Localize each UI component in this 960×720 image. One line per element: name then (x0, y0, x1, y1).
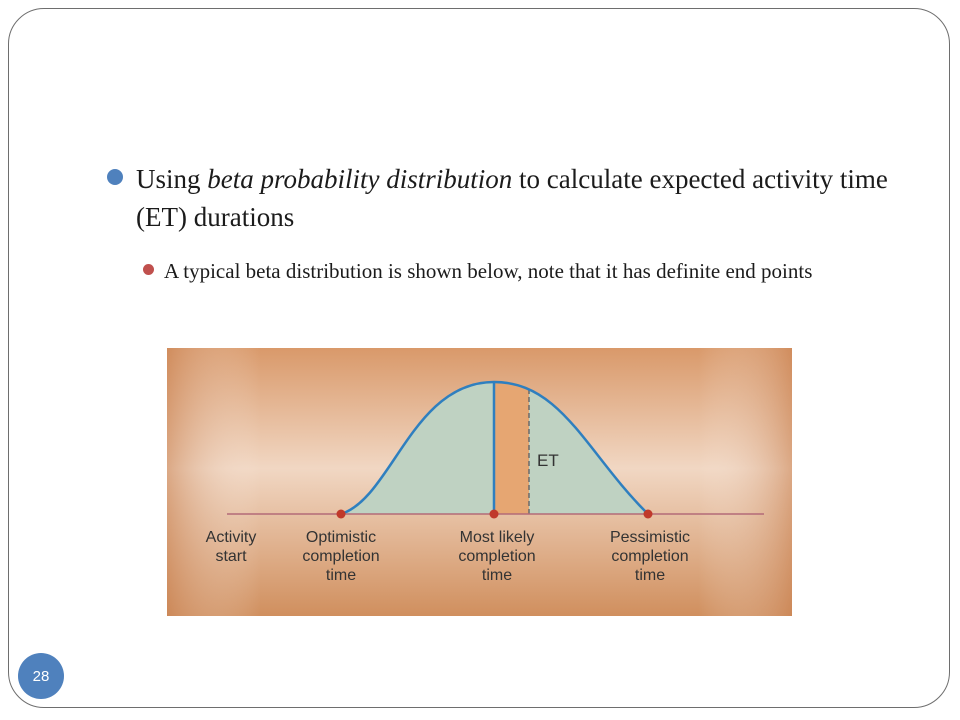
label-pessimistic-1: Pessimistic (610, 529, 690, 546)
bullet-level1: Using beta probability distribution to c… (136, 160, 896, 236)
label-optimistic-2: completion (302, 548, 379, 565)
label-pessimistic-2: completion (611, 548, 688, 565)
optimistic-point (336, 509, 346, 519)
label-most-likely-1: Most likely (460, 529, 535, 546)
label-optimistic-3: time (326, 567, 356, 584)
bullet-dot-level1 (107, 169, 123, 185)
beta-distribution-diagram: ET Activity start Optimistic completion … (167, 348, 792, 616)
bullet-dot-level2 (143, 264, 154, 275)
page-number-badge: 28 (18, 653, 64, 699)
label-activity-start-1: Activity (206, 529, 257, 546)
label-most-likely-3: time (482, 567, 512, 584)
et-label: ET (537, 451, 559, 470)
pessimistic-point (643, 509, 653, 519)
diagram-svg: ET Activity start Optimistic completion … (167, 348, 792, 616)
label-activity-start-2: start (215, 548, 247, 565)
bullet-level2: A typical beta distribution is shown bel… (164, 259, 813, 283)
et-band (494, 382, 529, 514)
most-likely-point (489, 509, 499, 519)
label-optimistic-1: Optimistic (306, 529, 376, 546)
label-pessimistic-3: time (635, 567, 665, 584)
bullet-level1-emphasis: beta probability distribution (207, 164, 513, 194)
beta-curve (340, 380, 649, 516)
bullet-level1-prefix: Using (136, 164, 208, 194)
bullet-level1-suffix: to calculate expected activity time (ET)… (136, 164, 888, 232)
label-most-likely-2: completion (458, 548, 535, 565)
